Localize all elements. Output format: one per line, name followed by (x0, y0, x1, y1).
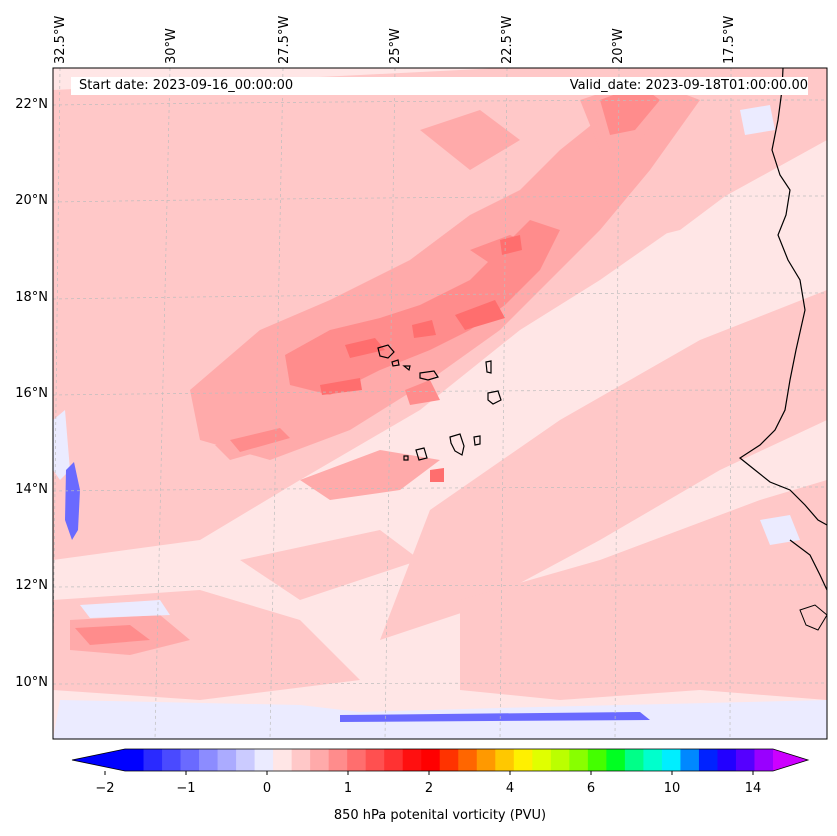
colorbar-segment (754, 749, 774, 771)
colorbar-segment (217, 749, 237, 771)
colorbar-segment (569, 749, 589, 771)
colorbar-segment (513, 749, 533, 771)
colorbar-segment (643, 749, 663, 771)
colorbar-segment (199, 749, 219, 771)
colorbar-segment (735, 749, 755, 771)
colorbar-segment (143, 749, 163, 771)
date-header-box (71, 77, 808, 95)
colorbar-tick-label: 14 (744, 781, 762, 796)
colorbar-segment (273, 749, 293, 771)
lon-label: 22.5°W (500, 15, 515, 64)
coastline-south (789, 539, 827, 591)
colorbar-segment (384, 749, 404, 771)
colorbar-tick-label: 6 (586, 781, 596, 796)
colorbar-segment (347, 749, 367, 771)
colorbar-segment (680, 749, 700, 771)
colorbar-segment (698, 749, 718, 771)
lat-label: 20°N (15, 193, 48, 208)
lat-label: 16°N (15, 386, 48, 401)
colorbar-segment (550, 749, 570, 771)
colorbar-tick-label: 10 (663, 781, 681, 796)
lat-label: 10°N (15, 675, 48, 690)
lon-label: 20°W (611, 28, 626, 64)
start-date-label: Start date: 2023-09-16_00:00:00 (79, 78, 294, 93)
colorbar-segment (236, 749, 256, 771)
colorbar-under-arrow (72, 749, 125, 771)
colorbar-tick-label: −1 (176, 781, 196, 796)
colorbar-tick-label: 2 (424, 781, 434, 796)
pv-contour-blue (65, 462, 650, 722)
colorbar-segment (476, 749, 496, 771)
pv-field (53, 68, 827, 739)
colorbar-over-arrow (773, 749, 808, 771)
colorbar-segment (365, 749, 385, 771)
pv-contour-red (320, 235, 522, 482)
colorbar-tick-label: −2 (95, 781, 115, 796)
cape-verde-islands (377, 344, 502, 461)
colorbar-segment (532, 749, 552, 771)
colorbar (71, 748, 810, 775)
colorbar-outline (71, 748, 810, 772)
colorbar-tick-label: 0 (262, 781, 272, 796)
lon-label: 32.5°W (53, 15, 68, 64)
colorbar-segment (180, 749, 200, 771)
lat-label: 22°N (15, 97, 48, 112)
african-coastline (738, 68, 827, 526)
valid-date-label: Valid_date: 2023-09-18T01:00:00.00 (569, 78, 808, 93)
pv-contour-light-pink (53, 68, 827, 700)
lon-label: 27.5°W (277, 15, 292, 64)
colorbar-segment (606, 749, 626, 771)
colorbar-segment (402, 749, 422, 771)
colorbar-tick-label: 1 (343, 781, 353, 796)
colorbar-segment (162, 749, 182, 771)
colorbar-title: 850 hPa potenital vorticity (PVU) (333, 808, 547, 823)
colorbar-segment (624, 749, 644, 771)
colorbar-segment (458, 749, 478, 771)
colorbar-segment (587, 749, 607, 771)
colorbar-segment (310, 749, 330, 771)
colorbar-tick-label: 4 (505, 781, 515, 796)
colorbar-segment (495, 749, 515, 771)
lon-label: 17.5°W (722, 15, 737, 64)
lon-label: 25°W (388, 28, 403, 64)
colorbar-segment (421, 749, 441, 771)
colorbar-segment (328, 749, 348, 771)
colorbar-segment (291, 749, 311, 771)
colorbar-segment (254, 749, 274, 771)
colorbar-segment (439, 749, 459, 771)
lat-label: 12°N (15, 578, 48, 593)
coast-islands-south (799, 604, 827, 631)
colorbar-segment (661, 749, 681, 771)
colorbar-segment (717, 749, 737, 771)
lat-label: 14°N (15, 482, 48, 497)
lon-label: 30°W (164, 28, 179, 64)
colorbar-segment (125, 749, 145, 771)
lat-label: 18°N (15, 290, 48, 305)
map-frame (52, 67, 828, 740)
